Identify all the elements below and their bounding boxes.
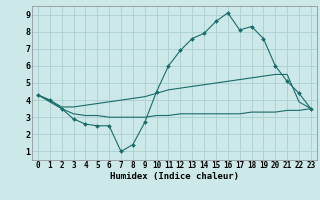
X-axis label: Humidex (Indice chaleur): Humidex (Indice chaleur)	[110, 172, 239, 181]
